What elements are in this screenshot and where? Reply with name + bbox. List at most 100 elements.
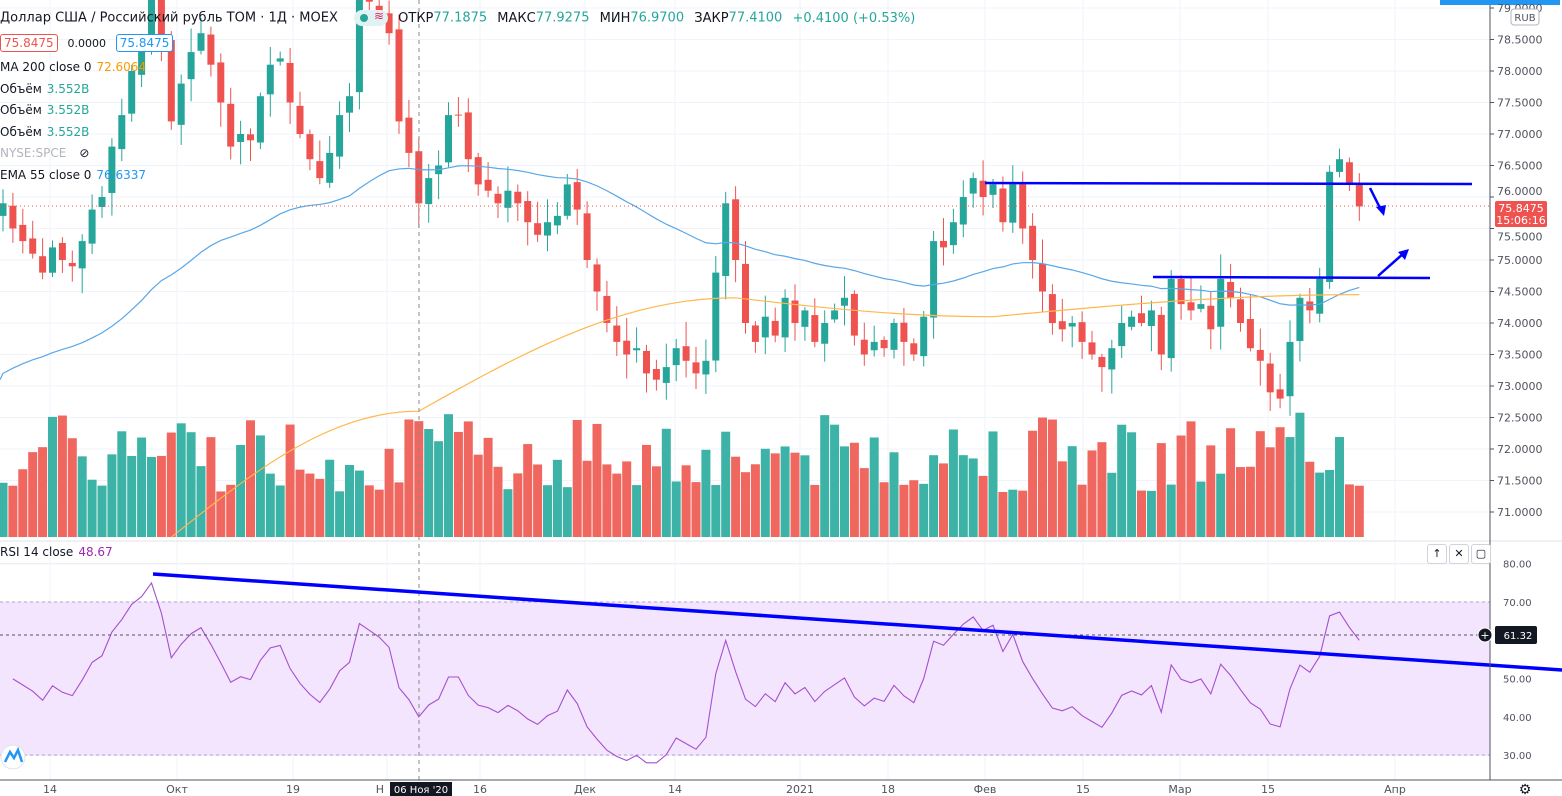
candle[interactable]: [0, 203, 7, 216]
candle[interactable]: [672, 348, 680, 366]
candle[interactable]: [237, 134, 245, 142]
candle[interactable]: [1029, 225, 1037, 260]
candle[interactable]: [336, 115, 344, 157]
candle[interactable]: [821, 323, 829, 344]
candle[interactable]: [732, 199, 740, 260]
candle[interactable]: [425, 178, 433, 205]
candle[interactable]: [9, 205, 17, 229]
candle[interactable]: [1167, 278, 1175, 359]
candle[interactable]: [940, 240, 947, 248]
candle[interactable]: [900, 322, 908, 342]
candle[interactable]: [68, 262, 76, 267]
candle[interactable]: [1266, 363, 1274, 393]
candle[interactable]: [326, 152, 334, 183]
candle[interactable]: [296, 105, 304, 134]
candle[interactable]: [474, 157, 482, 185]
candle[interactable]: [1296, 297, 1304, 342]
candle[interactable]: [534, 223, 542, 235]
candle[interactable]: [771, 320, 779, 336]
candle[interactable]: [593, 264, 601, 292]
candle[interactable]: [633, 348, 641, 351]
candle[interactable]: [1326, 171, 1334, 283]
candle[interactable]: [553, 215, 561, 226]
indicator-legend[interactable]: EMA 55 close 0 76.6337: [0, 168, 146, 182]
rsi-legend[interactable]: RSI 14 close 48.67: [0, 545, 113, 559]
candle[interactable]: [702, 360, 710, 375]
candle[interactable]: [138, 45, 146, 75]
candle[interactable]: [1138, 313, 1145, 323]
candle[interactable]: [801, 310, 809, 327]
candle[interactable]: [1147, 310, 1155, 326]
candle[interactable]: [761, 316, 769, 338]
candle[interactable]: [207, 34, 215, 65]
candle[interactable]: [346, 96, 353, 113]
candle[interactable]: [1237, 299, 1244, 323]
candle[interactable]: [1187, 302, 1195, 311]
candle[interactable]: [1306, 301, 1314, 311]
candle[interactable]: [306, 134, 314, 160]
candle[interactable]: [49, 247, 56, 273]
hidden-eye-icon[interactable]: ⊘: [79, 146, 90, 160]
candle[interactable]: [157, 0, 165, 40]
candle[interactable]: [256, 96, 264, 143]
candle[interactable]: [1048, 294, 1056, 323]
candle[interactable]: [1246, 319, 1254, 349]
candle[interactable]: [98, 197, 106, 208]
candle[interactable]: [890, 323, 898, 350]
candle[interactable]: [464, 112, 472, 160]
candle[interactable]: [1355, 183, 1363, 207]
candle[interactable]: [286, 62, 294, 103]
candle[interactable]: [385, 13, 393, 34]
candle[interactable]: [603, 295, 611, 323]
indicator-legend[interactable]: MA 200 close 0 72.6064: [0, 60, 146, 74]
candle[interactable]: [29, 238, 37, 254]
add-plus-icon[interactable]: [1477, 627, 1493, 643]
close-pane-icon[interactable]: ✕: [1449, 544, 1469, 564]
candle[interactable]: [514, 191, 522, 204]
candle[interactable]: [405, 117, 413, 153]
candle[interactable]: [39, 256, 47, 273]
candle[interactable]: [148, 0, 155, 45]
candle[interactable]: [979, 180, 987, 197]
candle[interactable]: [949, 222, 957, 246]
candle[interactable]: [1128, 316, 1136, 327]
candle[interactable]: [751, 325, 759, 342]
candle[interactable]: [58, 242, 66, 260]
candle[interactable]: [524, 201, 532, 223]
candle[interactable]: [544, 222, 551, 236]
candle[interactable]: [1068, 323, 1076, 327]
candle[interactable]: [504, 190, 512, 208]
candle[interactable]: [445, 115, 452, 163]
candle[interactable]: [880, 339, 888, 349]
arrow-down-icon[interactable]: [1368, 187, 1386, 216]
indicator-legend[interactable]: Объём 3.552B: [0, 103, 89, 117]
candle[interactable]: [1019, 184, 1027, 229]
candle[interactable]: [712, 272, 720, 361]
candle[interactable]: [850, 293, 858, 336]
candle[interactable]: [187, 52, 195, 80]
candle[interactable]: [1078, 322, 1086, 342]
candle[interactable]: [128, 71, 136, 114]
candle[interactable]: [88, 209, 96, 244]
candle[interactable]: [563, 184, 571, 216]
candle[interactable]: [583, 213, 591, 260]
symbol-title[interactable]: Доллар США / Российский рубль TOM · 1Д ·…: [0, 10, 338, 26]
candle[interactable]: [1108, 348, 1116, 370]
candle[interactable]: [19, 224, 27, 242]
candle[interactable]: [227, 103, 235, 147]
candle[interactable]: [999, 188, 1007, 223]
candle[interactable]: [177, 83, 185, 125]
move-up-icon[interactable]: ↑: [1427, 544, 1447, 564]
candle[interactable]: [969, 178, 977, 194]
candle[interactable]: [1118, 323, 1126, 347]
candle[interactable]: [1345, 162, 1353, 185]
candle[interactable]: [920, 316, 928, 357]
candle[interactable]: [78, 241, 86, 269]
candle[interactable]: [652, 369, 660, 380]
candle[interactable]: [454, 114, 462, 116]
indicator-legend[interactable]: Объём 3.552B: [0, 125, 89, 139]
candle[interactable]: [1286, 341, 1294, 397]
candle[interactable]: [722, 203, 730, 276]
candle[interactable]: [217, 62, 225, 103]
